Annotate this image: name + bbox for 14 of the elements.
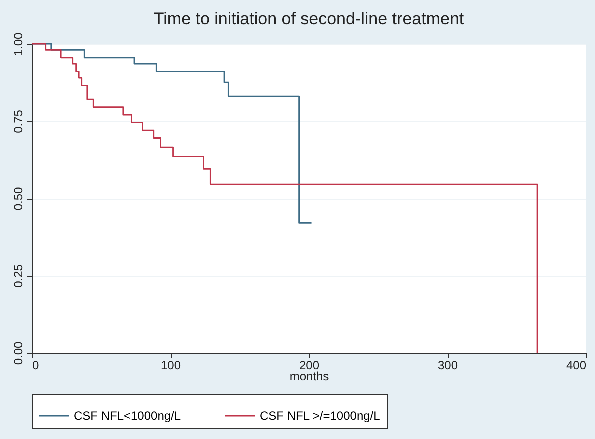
x-tick-label: 300	[438, 358, 458, 372]
x-tick-label: 100	[160, 358, 182, 372]
x-tick-label: 0	[32, 358, 40, 372]
y-tick-label: 0.50	[12, 187, 26, 211]
y-tick-label: 0.25	[12, 264, 26, 288]
x-tick-label: 400	[566, 358, 587, 372]
x-tick-label: 200	[299, 358, 320, 372]
legend-label: CSF NFL >/=1000ng/L	[260, 409, 381, 423]
chart-title: Time to initiation of second-line treatment	[154, 9, 464, 28]
y-tick-label: 0.75	[12, 110, 26, 134]
y-tick-label: 1.00	[12, 32, 26, 56]
x-axis-title: months	[290, 370, 330, 384]
legend-label: CSF NFL<1000ng/L	[74, 409, 182, 423]
y-tick-label: 0.00	[12, 342, 26, 366]
